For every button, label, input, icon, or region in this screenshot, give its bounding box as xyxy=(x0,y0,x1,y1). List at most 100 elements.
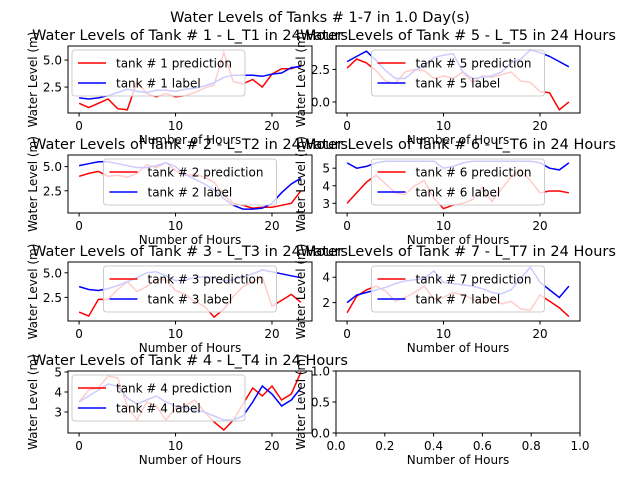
x-tick-label: 20 xyxy=(264,439,279,453)
subplot-1: tank # 1 prediction tank # 1 label 0 10 20 2.… xyxy=(26,28,348,147)
subplot-title: Water Levels of Tank # 5 - L_T5 in 24 Ho… xyxy=(300,28,616,44)
legend-frame xyxy=(71,49,246,97)
x-tick-label: 10 xyxy=(436,119,451,133)
x-axis-label: Number of Hours xyxy=(407,453,510,467)
x-tick-label: 20 xyxy=(532,219,547,233)
axes-frame xyxy=(67,261,313,322)
x-tick-label: 0.6 xyxy=(473,439,492,453)
y-axis-label: Water Level (m) xyxy=(26,136,40,232)
y-tick-label: 5.0 xyxy=(43,160,62,174)
y-tick-label: 3 xyxy=(322,197,330,211)
y-tick-label: 3 xyxy=(54,406,62,420)
legend-label: tank # 6 prediction xyxy=(416,166,532,180)
axes-frame xyxy=(67,370,313,434)
legend-frame xyxy=(103,265,277,313)
legend-label: tank # 3 label xyxy=(148,293,233,307)
y-axis-label: Water Level (m) xyxy=(294,32,308,128)
x-tick-label: 0 xyxy=(75,219,83,233)
x-tick-label: 0.4 xyxy=(424,439,443,453)
x-tick-label: 10 xyxy=(436,219,451,233)
y-axis-label: Water Level (m) xyxy=(294,354,308,450)
y-tick-label: 4 xyxy=(322,271,330,285)
x-tick-label: 20 xyxy=(264,327,279,341)
axes-frame xyxy=(335,154,581,214)
x-tick-label: 0.8 xyxy=(522,439,541,453)
legend-label: tank # 5 prediction xyxy=(416,57,532,71)
legend-label: tank # 6 label xyxy=(416,186,501,200)
y-tick-label: 5 xyxy=(54,366,62,380)
x-tick-label: 0 xyxy=(75,327,83,341)
x-tick-label: 0 xyxy=(343,119,351,133)
x-tick-label: 20 xyxy=(264,119,279,133)
x-axis-label: Number of Hours xyxy=(407,341,510,355)
subplot-7: tank # 4 prediction tank # 4 label 0 10 20 3 4… xyxy=(26,353,348,467)
axes-frame xyxy=(67,154,313,214)
y-tick-label: 0.0 xyxy=(311,427,330,441)
legend-label: tank # 1 label xyxy=(116,77,201,91)
y-axis-label: Water Level (m) xyxy=(294,244,308,340)
x-tick-label: 1.0 xyxy=(570,439,589,453)
x-axis-label: Number of Hours xyxy=(407,233,510,247)
legend-frame xyxy=(71,374,246,422)
subplot-title: Water Levels of Tank # 6 - L_T6 in 24 Ho… xyxy=(300,137,616,153)
legend: tank # 5 prediction tank # 5 label xyxy=(371,49,545,97)
x-tick-label: 0 xyxy=(343,219,351,233)
subplot-title: Water Levels of Tank # 3 - L_T3 in 24 Ho… xyxy=(32,244,348,260)
y-tick-label: 1.0 xyxy=(311,365,330,379)
legend-frame xyxy=(103,158,277,206)
x-tick-label: 0.0 xyxy=(326,439,345,453)
figure-suptitle: Water Levels of Tanks # 1-7 in 1.0 Day(s… xyxy=(170,10,470,26)
subplot-title: Water Levels of Tank # 4 - L_T4 in 24 Ho… xyxy=(32,353,348,369)
x-tick-label: 0.2 xyxy=(375,439,394,453)
axes-frame xyxy=(335,261,581,322)
legend-label: tank # 3 prediction xyxy=(148,273,264,287)
x-tick-label: 10 xyxy=(168,327,183,341)
subplot-2: tank # 5 prediction tank # 5 label 0 10 20 0.… xyxy=(294,28,616,147)
legend-label: tank # 7 label xyxy=(416,293,501,307)
x-axis-label: Number of Hours xyxy=(139,341,242,355)
y-tick-label: 2.5 xyxy=(43,81,62,95)
subplot-4: tank # 6 prediction tank # 6 label 0 10 20 3 4… xyxy=(294,136,616,247)
x-tick-label: 0 xyxy=(343,327,351,341)
x-tick-label: 0 xyxy=(75,439,83,453)
y-tick-label: 4 xyxy=(54,386,62,400)
y-axis-label: Water Level (m) xyxy=(26,354,40,450)
legend-label: tank # 2 prediction xyxy=(148,166,264,180)
axes-frame xyxy=(67,45,313,114)
legend-label: tank # 1 prediction xyxy=(116,57,232,71)
legend-label: tank # 4 prediction xyxy=(116,382,232,396)
x-tick-label: 10 xyxy=(436,327,451,341)
legend-label: tank # 5 label xyxy=(416,77,501,91)
subplot-title: Water Levels of Tank # 2 - L_T2 in 24 Ho… xyxy=(32,137,348,153)
y-tick-label: 2.5 xyxy=(43,184,62,198)
y-tick-label: 5 xyxy=(322,162,330,176)
x-axis-label: Number of Hours xyxy=(139,133,242,147)
x-tick-label: 10 xyxy=(168,219,183,233)
x-tick-label: 20 xyxy=(532,119,547,133)
y-tick-label: 0.5 xyxy=(311,396,330,410)
x-tick-label: 20 xyxy=(532,327,547,341)
legend-frame xyxy=(371,158,545,206)
y-tick-label: 4 xyxy=(322,179,330,193)
legend: tank # 4 prediction tank # 4 label xyxy=(71,374,246,422)
legend: tank # 3 prediction tank # 3 label xyxy=(103,265,277,313)
y-axis-label: Water Level (m) xyxy=(294,136,308,232)
legend: tank # 1 prediction tank # 1 label xyxy=(71,49,246,97)
y-axis-label: Water Level (m) xyxy=(26,32,40,128)
y-tick-label: 0.0 xyxy=(311,95,330,109)
axes-frame xyxy=(335,45,581,114)
legend-frame xyxy=(371,49,545,97)
x-tick-label: 10 xyxy=(168,119,183,133)
y-tick-label: 2 xyxy=(322,296,330,310)
subplot-6: tank # 7 prediction tank # 7 label 0 10 20 2 4… xyxy=(294,244,616,355)
x-tick-label: 0 xyxy=(75,119,83,133)
y-tick-label: 5.0 xyxy=(43,266,62,280)
subplot-title: Water Levels of Tank # 7 - L_T7 in 24 Ho… xyxy=(300,244,616,260)
subplot-3: tank # 2 prediction tank # 2 label 0 10 20 2.… xyxy=(26,136,348,247)
y-tick-label: 2.5 xyxy=(43,291,62,305)
x-axis-label: Number of Hours xyxy=(139,453,242,467)
x-tick-label: 10 xyxy=(168,439,183,453)
